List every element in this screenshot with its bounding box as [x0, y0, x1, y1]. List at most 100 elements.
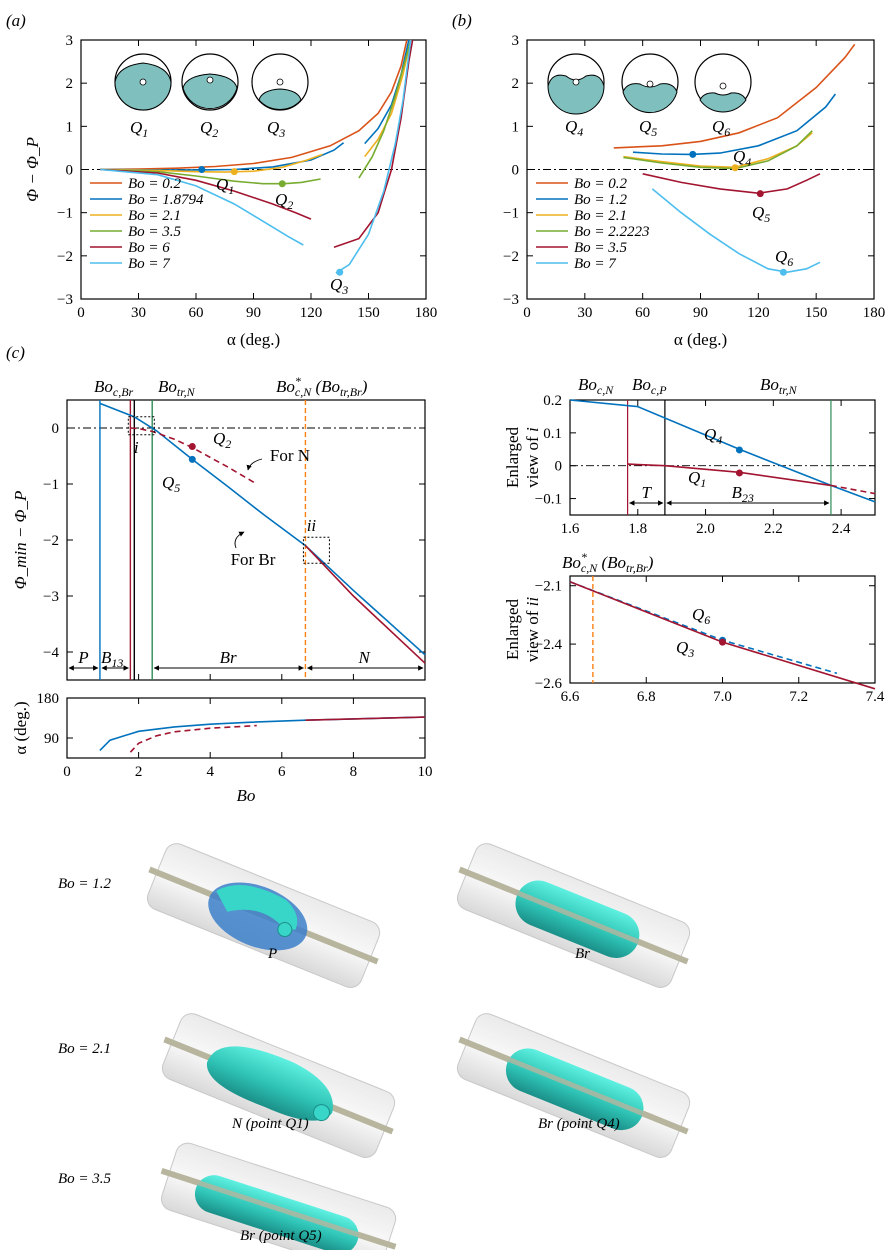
chart-a-xlabel: α (deg.) [227, 330, 280, 349]
chart-a-point [198, 166, 206, 173]
chart-c-zoom-ii-xtick-label: 7.4 [866, 689, 885, 705]
chart-c-alpha-ylabel: α (deg.) [11, 701, 30, 754]
inset-bubbles-b [547, 53, 752, 115]
render-bo2-1-N [161, 1013, 396, 1158]
chart-c-main-ylabel: Φ_min − Φ_P [11, 491, 30, 590]
render-bo2-1-Br [456, 1013, 691, 1158]
panel-label-b: (b) [452, 11, 472, 30]
inset-label-q5: Q5 [639, 117, 657, 139]
chart-b-legend-entry: Bo = 1.2 [574, 192, 628, 208]
chart-b-label-q4: Q4 [733, 147, 751, 169]
chart-c-top-label-bo-tr-n: Botr,N [158, 377, 196, 399]
render-bo3-5-Br-caption: Br (point Q5) [240, 1228, 322, 1244]
chart-b-ytick-label: 2 [512, 76, 520, 92]
chart-b-series-line [642, 173, 821, 195]
chart-c-annot-for-n: For N [270, 446, 310, 465]
chart-c-zoom-i-ytick-label: −0.1 [535, 492, 562, 508]
chart-b-ytick-label: −1 [503, 206, 519, 222]
chart-a-series-line [364, 39, 412, 158]
chart-c-zoom-label-i: i [134, 438, 139, 457]
chart-c-region-n: N [357, 648, 371, 667]
chart-c-zoom-i-series-line [569, 399, 876, 503]
chart-c-zoom-i-ytick-label: 0.2 [543, 393, 562, 409]
panel-label-a: (a) [6, 11, 26, 30]
chart-a-series-line [100, 168, 321, 185]
inset-label-q6: Q6 [712, 117, 730, 139]
render-bo2-1-N-caption: N (point Q1) [231, 1116, 309, 1132]
chart-c-zoom-i-ylabel-line1: Enlarged [503, 426, 522, 488]
render-row-1-bo: Bo = 1.2 [58, 876, 112, 892]
chart-b-xlabel: α (deg.) [674, 330, 727, 349]
chart-a-ytick-label: −3 [57, 292, 73, 308]
chart-c-label-q2: Q2 [213, 429, 231, 451]
chart-a-legend-entry: Bo = 3.5 [128, 224, 182, 240]
chart-a-xtick-label: 120 [300, 305, 323, 321]
inset-q5 [621, 53, 679, 114]
chart-c-main: 0 −1 −2 −3 −4 Φ_min − Φ_P Boc,Br Botr,N Bo* c,N (… [11, 374, 426, 681]
chart-a-xtick-label: 150 [357, 305, 380, 321]
chart-c-zoom-ii-ytick-label: −2.1 [535, 579, 562, 595]
chart-b-ytick-label: −2 [503, 249, 519, 265]
chart-a-ytick-label: 2 [66, 76, 74, 92]
chart-c-zoom-box-i [127, 416, 155, 436]
chart-c-label-q5: Q5 [162, 473, 180, 495]
chart-c-zoom-i-frame [569, 399, 876, 516]
chart-b-xtick-label: 30 [577, 305, 592, 321]
chart-c-main-ytick-label: −4 [43, 645, 59, 661]
chart-c-zoom-ii-ytick-label: −2.4 [535, 637, 563, 653]
chart-b-legend-entry: Bo = 7 [574, 256, 617, 272]
chart-c-alpha-xtick-label: 6 [278, 764, 286, 780]
chart-a-legend-entry: Bo = 1.8794 [128, 192, 204, 208]
chart-c-zoom-ii-frame [569, 575, 876, 684]
chart-a-point [230, 168, 238, 176]
chart-a-series-line [335, 39, 412, 274]
inset-q2 [181, 53, 239, 111]
chart-a-point [278, 180, 286, 188]
inset-label-q3: Q3 [267, 118, 285, 140]
render-bo1-2-P-caption: P [267, 946, 277, 962]
render-row-3-bo: Bo = 3.5 [58, 1171, 112, 1187]
chart-c-region-br: Br [220, 648, 237, 667]
chart-c-zoom-ii-xtick-label: 7.2 [789, 689, 808, 705]
chart-a-xtick-label: 30 [131, 305, 146, 321]
chart-b-legend-entry: Bo = 2.2223 [574, 224, 650, 240]
chart-a-legend-entry: Bo = 2.1 [128, 208, 181, 224]
render-bo1-2-Br-caption: Br [575, 946, 590, 962]
render-bo1-2-Br [456, 843, 691, 988]
chart-c-zoom-i-xtick-label: 2.2 [764, 521, 783, 537]
chart-b-series-line [613, 43, 856, 149]
chart-b-point [689, 150, 697, 158]
chart-b-label-q5: Q5 [752, 203, 770, 225]
render-row-2-bo: Bo = 2.1 [58, 1041, 111, 1057]
chart-c-zoom-i-top-bo-tr-n: Botr,N [760, 375, 798, 397]
chart-a-xtick-label: 60 [189, 305, 204, 321]
chart-c-main-point [188, 455, 196, 463]
chart-b-ytick-label: 3 [512, 33, 520, 49]
chart-b-legend-entry: Bo = 3.5 [574, 240, 628, 256]
chart-a-ylabel: Φ − Φ_P [23, 137, 42, 202]
chart-c-zoom-i-region-b23: B23 [731, 483, 753, 505]
render-bo1-2-P [146, 843, 381, 988]
chart-c-alpha-xtick-label: 10 [418, 764, 433, 780]
chart-a: 0 30 60 90 120 150 180 3 2 1 0 −1 −2 −3 α (deg.) Φ − Φ_… [23, 33, 437, 349]
chart-c-region-p: P [77, 648, 88, 667]
chart-a-series-line [364, 39, 410, 145]
chart-c-zoom-ii-label-q6: Q6 [692, 605, 710, 627]
chart-b-series-line [632, 93, 837, 156]
chart-c-alpha-series-line [129, 724, 257, 753]
chart-c-zoom-i-series-line [830, 484, 876, 495]
chart-c-zoom-i-point [735, 469, 743, 477]
inset-label-q2: Q2 [200, 118, 218, 140]
chart-c-alpha-series-line [305, 716, 426, 721]
chart-c-zoom-i-series-line [627, 463, 832, 487]
chart-c-alpha-xtick-label: 2 [135, 764, 143, 780]
chart-a-series-line [333, 39, 414, 248]
chart-b-legend-entry: Bo = 2.1 [574, 208, 627, 224]
chart-c-zoom-ii-ylabel-line2: view of ii [523, 597, 542, 662]
inset-q6 [694, 53, 752, 113]
render-bo3-5-Br [160, 1142, 397, 1250]
chart-a-label-q1: Q1 [216, 175, 234, 197]
chart-b-xtick-label: 0 [523, 305, 531, 321]
chart-c-main-ytick-label: −1 [43, 477, 59, 493]
